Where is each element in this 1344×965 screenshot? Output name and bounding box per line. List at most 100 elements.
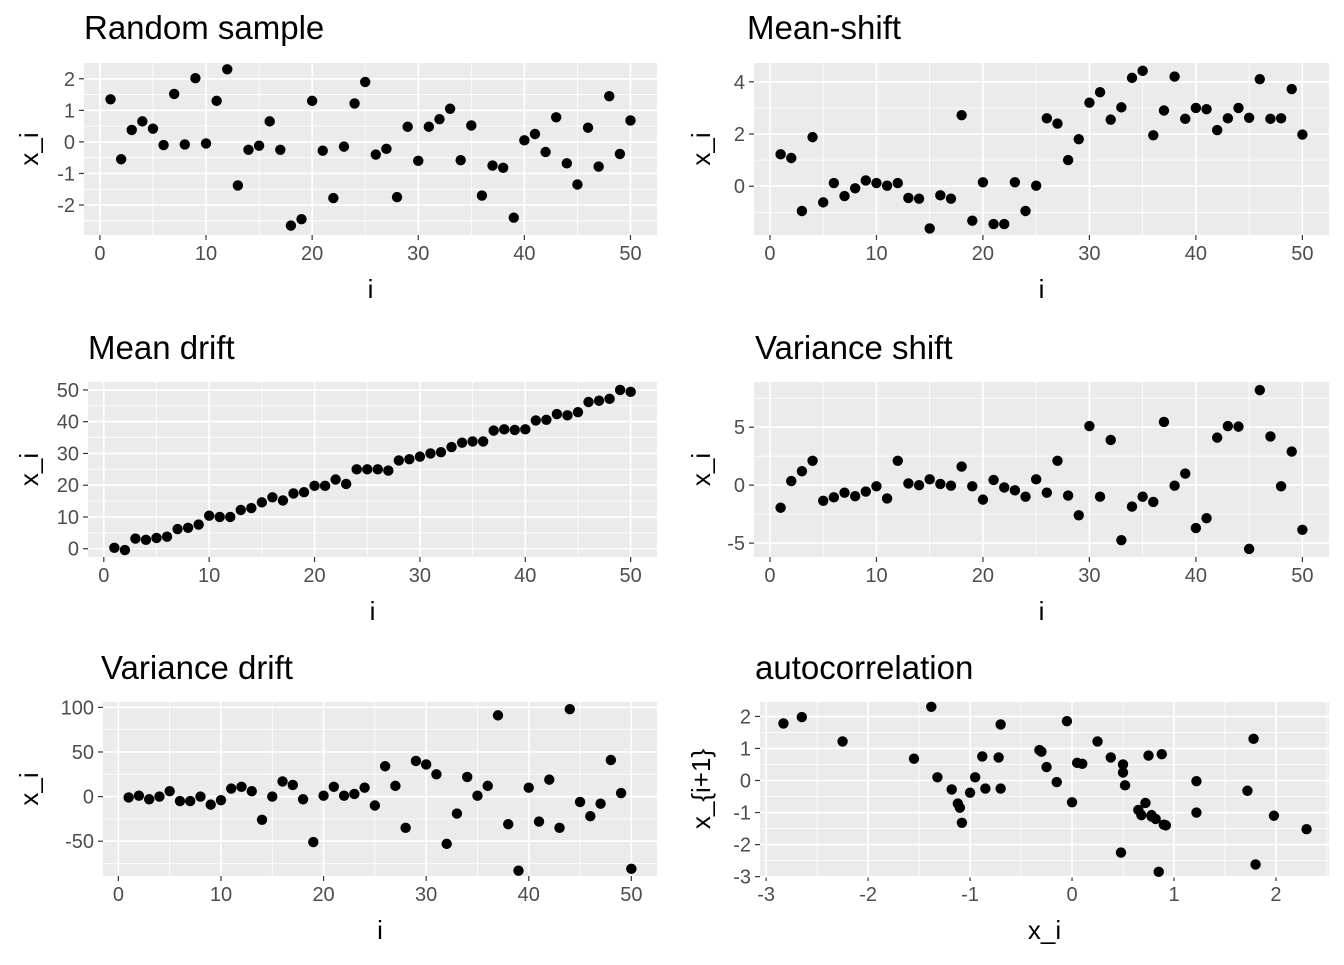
data-point — [625, 115, 636, 126]
data-point — [402, 121, 413, 132]
data-point — [605, 754, 617, 766]
data-point — [126, 124, 137, 136]
data-point — [562, 410, 573, 421]
x-tick-label: 50 — [1291, 243, 1313, 265]
data-point — [977, 494, 989, 505]
x-tick-label: 10 — [865, 243, 887, 265]
data-point — [572, 179, 583, 190]
data-point — [351, 464, 362, 475]
data-point — [133, 790, 145, 801]
data-point — [977, 751, 988, 762]
data-point — [583, 396, 594, 408]
data-point — [1156, 749, 1167, 760]
data-point — [913, 479, 925, 491]
data-point — [995, 719, 1006, 730]
data-point — [154, 791, 165, 802]
data-point — [1126, 501, 1138, 512]
data-point — [903, 478, 914, 489]
x-tick-label: 10 — [210, 884, 232, 906]
data-point — [988, 474, 999, 486]
data-point — [807, 455, 818, 467]
data-point — [980, 783, 991, 794]
data-point — [1009, 485, 1021, 496]
x-tick-label: 30 — [409, 565, 431, 587]
data-point — [359, 76, 371, 88]
data-point — [446, 441, 457, 453]
data-point — [1136, 809, 1147, 821]
data-point — [158, 139, 169, 151]
data-point — [871, 481, 882, 492]
data-point — [246, 786, 257, 797]
data-point — [462, 771, 473, 783]
x-tick-label: 0 — [98, 565, 109, 587]
data-point — [1105, 434, 1116, 446]
x-tick-label: 10 — [865, 565, 887, 587]
data-point — [472, 790, 483, 801]
data-point — [168, 88, 180, 100]
data-point — [423, 121, 435, 132]
data-point — [137, 116, 148, 127]
chart-title: autocorrelation — [755, 649, 973, 686]
data-point — [435, 446, 447, 458]
data-point — [235, 504, 246, 516]
data-point — [328, 781, 340, 792]
data-point — [267, 492, 278, 503]
data-point — [881, 493, 893, 504]
y-tick-label: 4 — [734, 72, 745, 94]
data-point — [1242, 785, 1253, 796]
data-point — [593, 161, 604, 172]
data-point — [456, 437, 468, 448]
data-point — [1143, 750, 1154, 761]
x-tick-label: 10 — [195, 243, 217, 265]
data-point — [497, 162, 509, 173]
data-point — [541, 414, 552, 425]
x-tick-label: 20 — [312, 884, 334, 906]
data-point — [425, 448, 436, 459]
data-point — [935, 478, 946, 490]
data-point — [849, 183, 861, 194]
data-point — [956, 817, 968, 829]
data-point — [1020, 491, 1031, 502]
data-point — [932, 772, 943, 783]
data-point — [1211, 432, 1223, 443]
data-point — [892, 455, 903, 467]
data-point — [288, 488, 299, 499]
plot-background — [760, 702, 1329, 876]
data-point — [839, 487, 850, 498]
x-tick-label: 20 — [301, 243, 323, 265]
data-point — [123, 792, 134, 803]
data-point — [786, 475, 797, 487]
x-tick-label: 40 — [1185, 243, 1207, 265]
data-point — [277, 495, 289, 506]
y-tick-label: 2 — [64, 69, 75, 91]
data-point — [487, 160, 498, 171]
data-point — [1297, 129, 1308, 140]
data-point — [151, 532, 162, 544]
data-point — [1191, 807, 1202, 818]
data-point — [533, 816, 545, 827]
data-point — [211, 95, 222, 107]
y-axis-label: x_i — [686, 453, 716, 486]
data-point — [1254, 384, 1265, 396]
data-point — [1297, 524, 1308, 535]
chart-title: Random sample — [84, 9, 324, 46]
y-tick-label: 100 — [61, 697, 94, 719]
data-point — [513, 865, 524, 876]
data-point — [1041, 487, 1053, 498]
data-point — [1115, 847, 1127, 858]
y-tick-label: 0 — [68, 539, 79, 561]
data-point — [924, 474, 935, 485]
data-point — [1222, 113, 1234, 124]
data-point — [1105, 114, 1116, 125]
x-tick-label: 1 — [1168, 884, 1179, 906]
data-point — [225, 511, 236, 523]
data-point — [1169, 71, 1180, 82]
data-point — [554, 822, 565, 834]
y-tick-label: -2 — [57, 195, 75, 217]
data-point — [414, 451, 426, 462]
x-tick-label: 30 — [407, 243, 429, 265]
data-point — [995, 783, 1006, 794]
chart-svg: 0 10 20 30 40 50 -5 0 5 Variance shift i x_i — [686, 329, 1329, 626]
x-tick-label: 50 — [619, 243, 641, 265]
chart-title: Mean-shift — [747, 9, 901, 46]
